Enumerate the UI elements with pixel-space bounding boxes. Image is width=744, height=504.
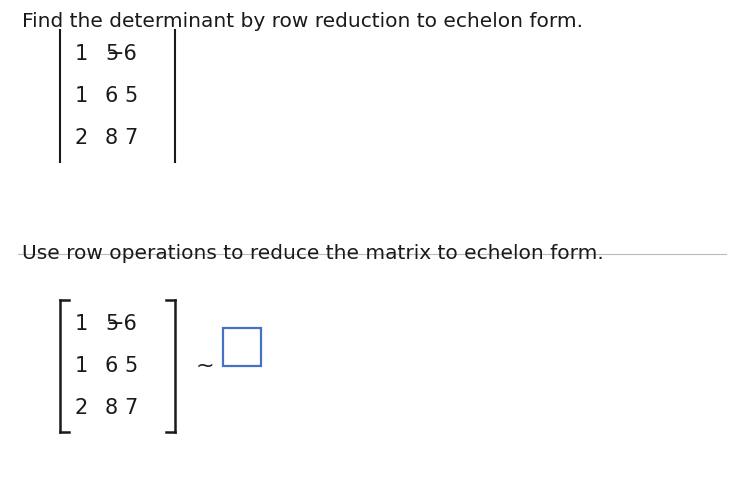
Text: ~: ~ (196, 356, 214, 376)
Text: 5: 5 (125, 356, 138, 376)
Text: Use row operations to reduce the matrix to echelon form.: Use row operations to reduce the matrix … (22, 244, 603, 263)
Text: Find the determinant by row reduction to echelon form.: Find the determinant by row reduction to… (22, 12, 583, 31)
Text: 1: 1 (75, 44, 89, 64)
Text: 8: 8 (105, 128, 118, 148)
Text: 1: 1 (75, 314, 89, 334)
Text: −6: −6 (107, 44, 138, 64)
Text: −6: −6 (107, 314, 138, 334)
Text: 2: 2 (75, 398, 89, 418)
Text: 5: 5 (105, 314, 118, 334)
Text: 6: 6 (105, 86, 118, 106)
Text: 7: 7 (125, 128, 138, 148)
Text: 6: 6 (105, 356, 118, 376)
Text: 5: 5 (125, 86, 138, 106)
Text: 2: 2 (75, 128, 89, 148)
Text: 1: 1 (75, 356, 89, 376)
Bar (223, 328, 261, 366)
Text: 8: 8 (105, 398, 118, 418)
Text: 7: 7 (125, 398, 138, 418)
Text: 1: 1 (75, 86, 89, 106)
Text: 5: 5 (105, 44, 118, 64)
